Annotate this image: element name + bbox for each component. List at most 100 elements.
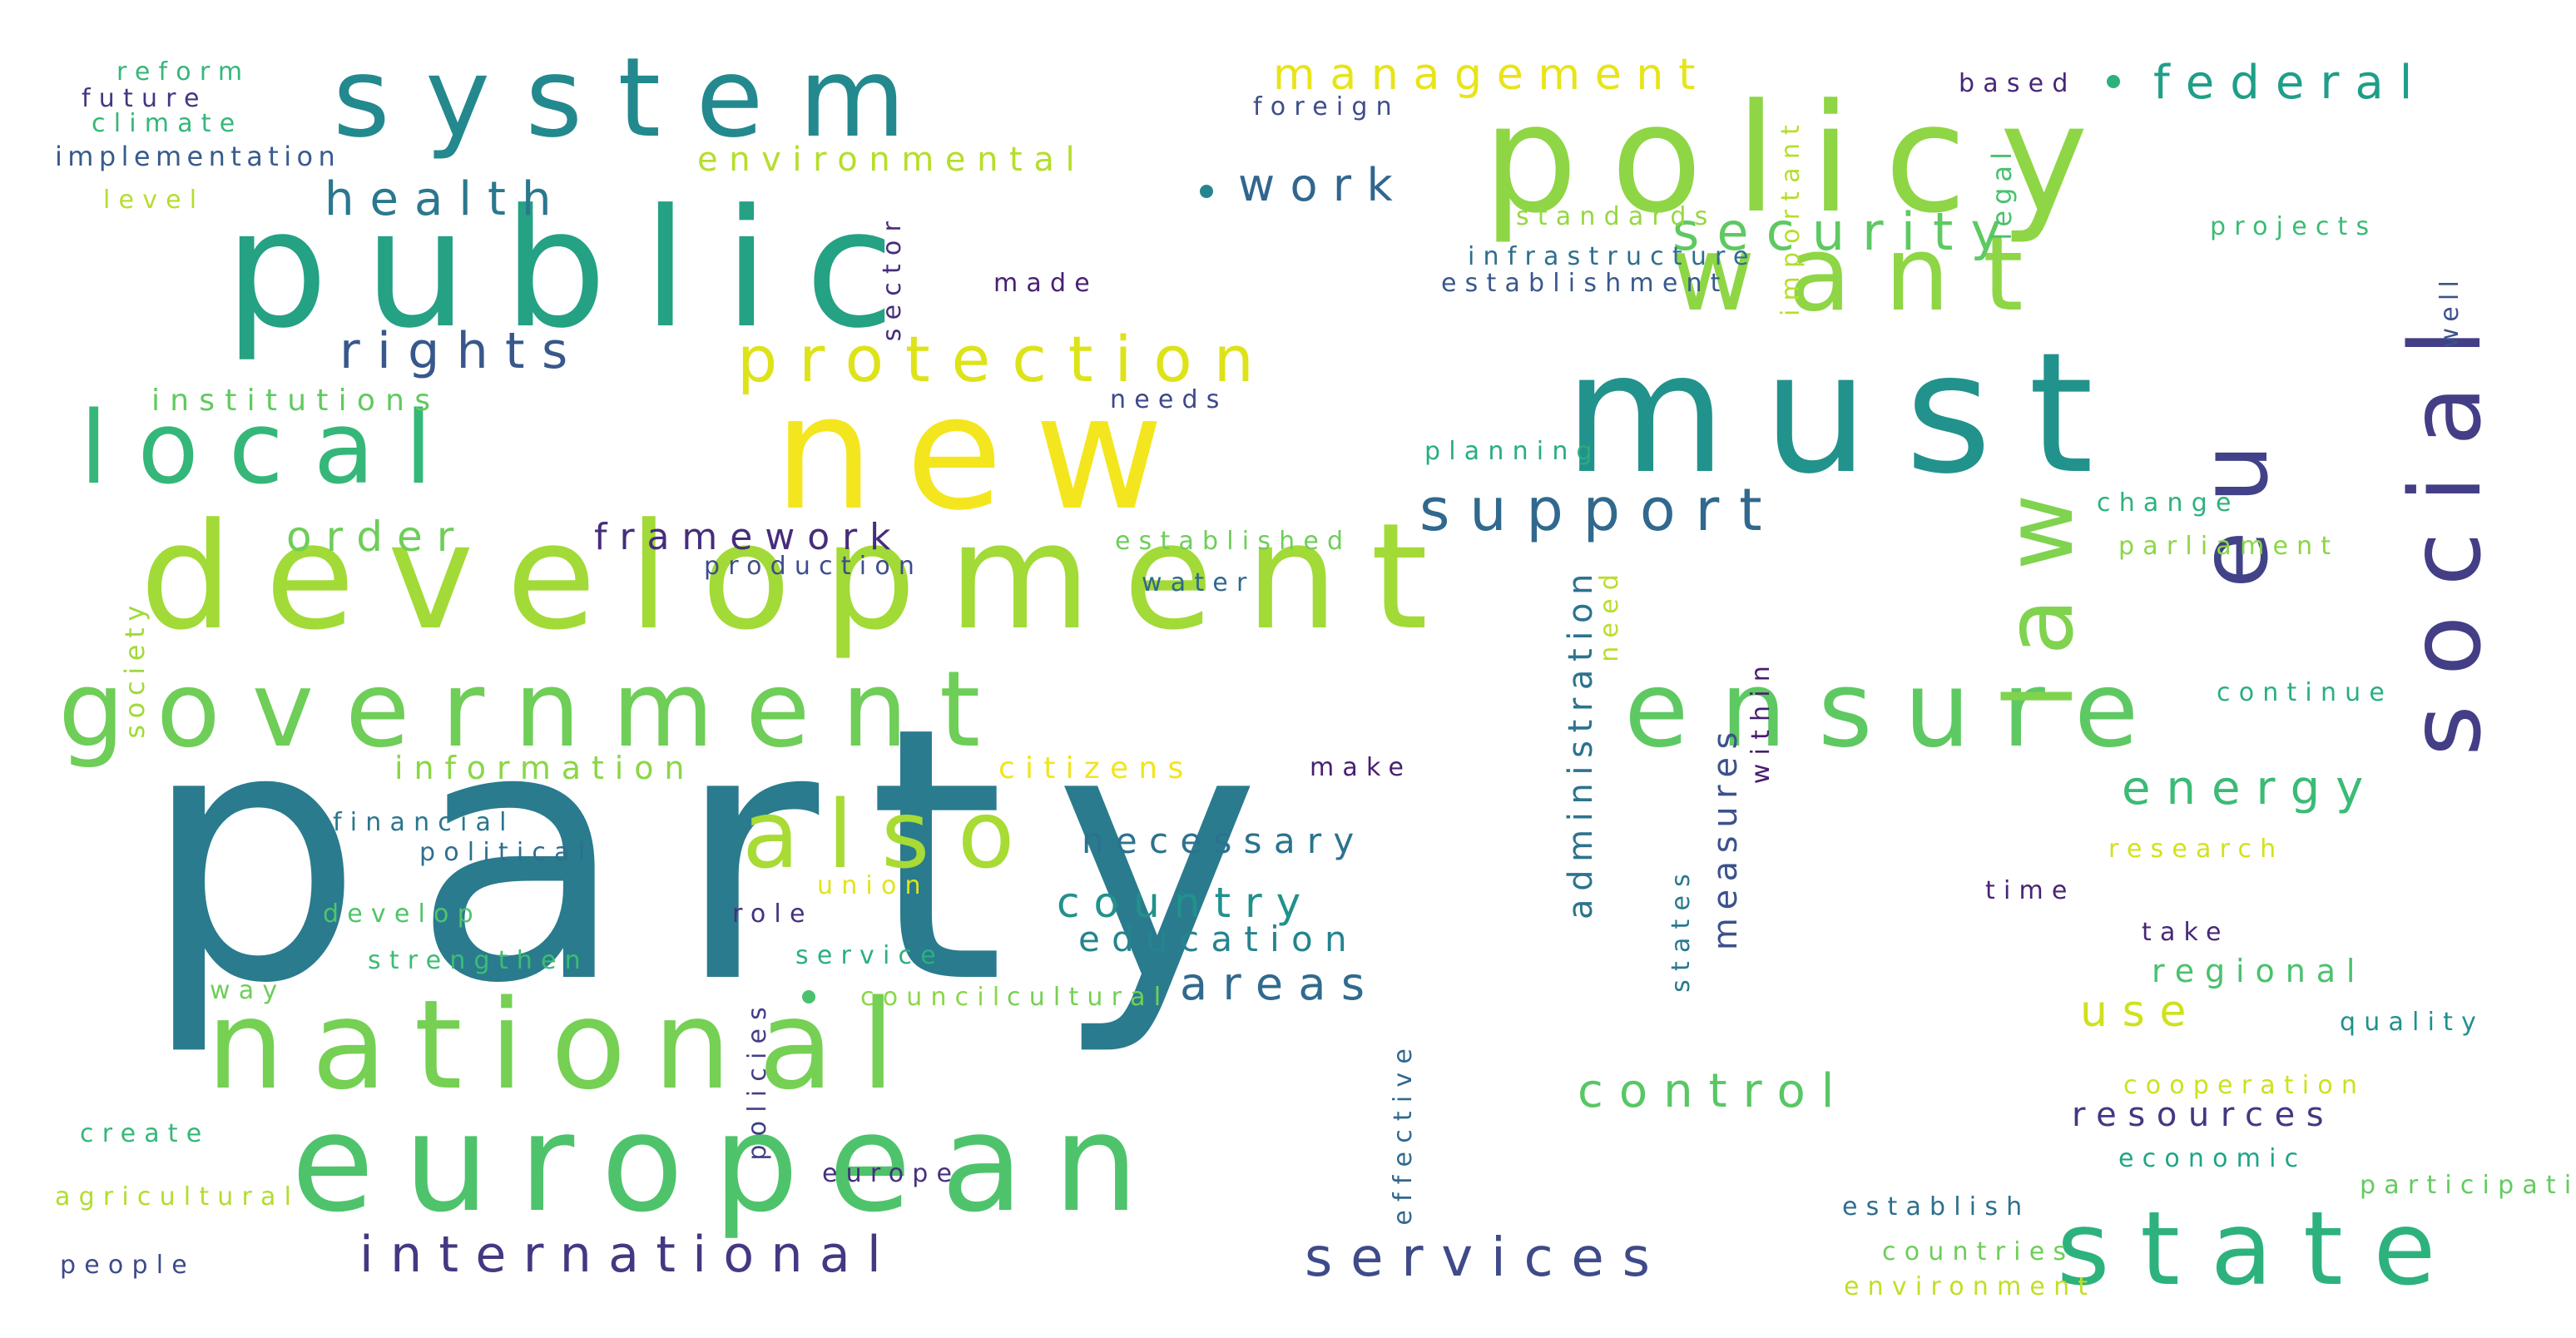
- word-ensure: social: [2388, 300, 2503, 756]
- word-party: party: [141, 653, 1310, 1060]
- word-work: work: [1238, 159, 1409, 211]
- word-protection: protection: [737, 322, 1276, 396]
- word-participation: within: [1746, 657, 1776, 785]
- word-local: local: [80, 391, 463, 507]
- word-need: make: [1310, 753, 1413, 782]
- word-foreign: foreign: [1253, 92, 1400, 121]
- word-citizens: citizens: [998, 751, 1194, 785]
- word-management: management: [1273, 50, 1711, 100]
- word-eu: also: [742, 781, 1043, 890]
- word-national: national: [206, 974, 923, 1117]
- word-people: union: [817, 871, 929, 900]
- word-time: water: [1142, 568, 1256, 597]
- word-future: future: [82, 84, 208, 113]
- word-development: development: [140, 492, 1460, 662]
- word-international: international: [359, 1226, 899, 1284]
- word-planning: establishment: [1441, 269, 1729, 298]
- word-states: europe: [822, 1159, 961, 1188]
- word-within: effective: [1389, 1040, 1418, 1226]
- word-also: ensure: [1624, 648, 2171, 771]
- word-support: support: [1419, 476, 1782, 544]
- word-union: participation: [2360, 1171, 2576, 1200]
- word-role: establish: [1842, 1192, 2031, 1222]
- word-water: planning: [1424, 437, 1601, 466]
- word-effective: people: [60, 1251, 196, 1280]
- word-resources: resources: [2072, 1096, 2336, 1134]
- word-research: established: [1115, 527, 1352, 556]
- word-standards: important: [1776, 116, 1806, 317]
- word-measures: policies: [743, 999, 772, 1161]
- word-way: economic: [2118, 1144, 2307, 1173]
- word-regional: regional: [2152, 953, 2366, 989]
- word-institutions: institutions: [151, 384, 441, 418]
- word-establish: states: [1667, 865, 1696, 993]
- word-must: must: [1564, 317, 2131, 511]
- word-information: information: [394, 750, 696, 786]
- word-change: made: [993, 269, 1098, 298]
- word-rights: rights: [339, 322, 585, 380]
- word-establishment: well: [2435, 275, 2465, 349]
- word-new: new: [774, 361, 1196, 545]
- word-society: create: [80, 1119, 211, 1148]
- word-legal: service: [795, 941, 944, 970]
- word-needs: infrastructure: [1468, 242, 1757, 271]
- word-countries: continue: [2217, 678, 2394, 707]
- word-develop: quality: [2340, 1008, 2485, 1037]
- word-european: european: [291, 1086, 1169, 1242]
- word-service: countries: [1882, 1237, 2075, 1266]
- word-climate: climate: [92, 109, 244, 138]
- word-areas: areas: [1180, 958, 1380, 1010]
- word-reform: reform: [116, 57, 251, 87]
- word-public: public: [225, 175, 931, 364]
- word-established: needs: [1110, 385, 1228, 414]
- word-control: control: [1578, 1064, 1850, 1118]
- word-implementation: implementation: [55, 141, 341, 172]
- word-economic: measures: [1707, 724, 1745, 951]
- word-law: state: [2057, 1190, 2467, 1308]
- word-necessary: necessary: [1082, 820, 1366, 861]
- word-create: strengthen: [368, 946, 589, 975]
- dot-1: [2107, 75, 2120, 88]
- word-use: use: [2080, 987, 2202, 1037]
- word-cultural: financial: [333, 808, 515, 837]
- word-projects: projects: [2210, 212, 2378, 241]
- word-order: order: [286, 513, 468, 561]
- dot-3: [802, 990, 815, 1004]
- word-europe: develop: [323, 899, 482, 929]
- word-level: level: [103, 186, 206, 215]
- word-health: health: [324, 172, 567, 226]
- word-important: role: [732, 899, 814, 929]
- word-energy: energy: [2122, 761, 2380, 815]
- word-want: want: [1671, 215, 2057, 334]
- word-environment: research: [2108, 835, 2285, 864]
- word-continue: parliament: [2118, 532, 2340, 561]
- word-administration: society: [119, 599, 151, 739]
- word-financial: time: [1985, 876, 2076, 905]
- word-strengthen: cooperation: [2123, 1071, 2366, 1100]
- word-based: based: [1959, 69, 2077, 98]
- word-policy: policy: [1483, 72, 2122, 246]
- word-country: country: [1057, 879, 1315, 927]
- word-security: security: [1672, 201, 2019, 262]
- word-services: services: [1305, 1227, 1668, 1289]
- word-make: political: [419, 838, 594, 867]
- word-state: law: [1986, 466, 2094, 710]
- dot-2: [1200, 185, 1213, 198]
- word-environmental: environmental: [697, 141, 1087, 179]
- word-policies: agricultural: [55, 1182, 300, 1212]
- word-federal: federal: [2153, 56, 2429, 110]
- word-production: change: [2097, 488, 2240, 518]
- word-agricultural: way: [210, 976, 286, 1005]
- word-sector: cultural: [1007, 983, 1170, 1012]
- word-parliament: sector: [878, 213, 907, 342]
- word-cooperation: administration: [1562, 566, 1600, 919]
- word-quality: need: [1595, 566, 1624, 662]
- word-framework: framework: [594, 516, 904, 558]
- word-take: production: [704, 552, 924, 581]
- word-government: government: [58, 648, 1013, 771]
- word-council: environment: [1844, 1272, 2097, 1301]
- word-made: standards: [1516, 202, 1717, 231]
- word-well: council: [860, 983, 1008, 1012]
- word-political: take: [2142, 918, 2230, 947]
